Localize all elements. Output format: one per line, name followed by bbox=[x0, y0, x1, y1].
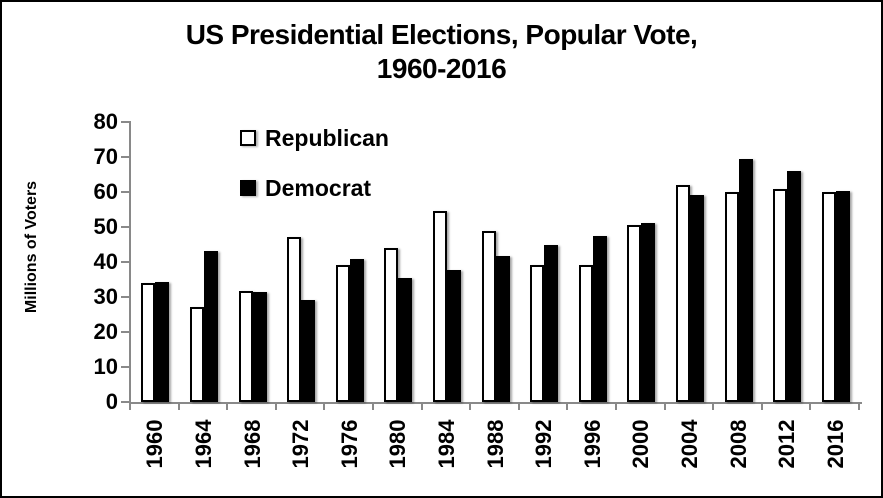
democrat-swatch-icon bbox=[240, 180, 256, 196]
x-tick-label: 2004 bbox=[676, 419, 702, 469]
bar-democrat-2008 bbox=[738, 159, 753, 402]
bar-republican-1988 bbox=[481, 231, 496, 402]
bar-republican-2004 bbox=[675, 185, 690, 402]
bar-democrat-1968 bbox=[252, 292, 267, 402]
legend-label-democrat: Democrat bbox=[265, 174, 372, 201]
x-tick-label: 1968 bbox=[239, 419, 265, 469]
y-axis-tick bbox=[121, 261, 129, 263]
y-axis-tick bbox=[121, 226, 129, 228]
bar-democrat-2012 bbox=[787, 171, 802, 402]
bar-democrat-1984 bbox=[446, 270, 461, 402]
bar-democrat-1988 bbox=[495, 256, 510, 402]
y-axis-title: Millions of Voters bbox=[23, 180, 40, 314]
bar-democrat-1980 bbox=[398, 278, 413, 402]
bar-republican-1976 bbox=[335, 265, 350, 402]
bar-democrat-1996 bbox=[592, 236, 607, 402]
y-tick-label: 20 bbox=[93, 319, 118, 344]
x-axis-tick bbox=[517, 402, 520, 410]
x-tick-label: 1960 bbox=[142, 419, 168, 469]
bar-democrat-1964 bbox=[203, 251, 218, 402]
chart-title: US Presidential Elections, Popular Vote,… bbox=[2, 18, 881, 86]
bar-republican-1968 bbox=[238, 291, 253, 402]
bar-republican-2016 bbox=[821, 192, 836, 402]
x-axis-tick bbox=[469, 402, 472, 410]
y-axis-line bbox=[129, 121, 131, 404]
x-tick-label: 1964 bbox=[190, 419, 216, 469]
bar-democrat-1972 bbox=[301, 300, 316, 402]
y-axis-tick bbox=[121, 401, 129, 403]
x-tick-label: 1984 bbox=[433, 419, 459, 469]
bar-republican-2012 bbox=[773, 189, 788, 402]
republican-swatch-icon bbox=[240, 130, 256, 146]
legend-item-democrat: Democrat bbox=[240, 175, 371, 201]
y-tick-label: 60 bbox=[93, 179, 118, 204]
x-tick-label: 1992 bbox=[531, 419, 557, 469]
bar-republican-2000 bbox=[627, 225, 642, 402]
x-axis-tick bbox=[226, 402, 229, 410]
y-axis-tick bbox=[121, 296, 129, 298]
bar-republican-1996 bbox=[578, 265, 593, 402]
y-axis-tick bbox=[121, 331, 129, 333]
x-axis-tick bbox=[566, 402, 569, 410]
x-axis-tick bbox=[858, 402, 860, 410]
y-axis-tick bbox=[121, 191, 129, 193]
bar-republican-1980 bbox=[384, 248, 399, 402]
y-tick-label: 50 bbox=[93, 214, 118, 239]
x-tick-label: 2000 bbox=[628, 419, 654, 469]
x-axis-line bbox=[129, 402, 862, 404]
x-tick-label: 1980 bbox=[385, 419, 411, 469]
x-axis-tick bbox=[323, 402, 326, 410]
x-axis-tick bbox=[372, 402, 374, 410]
legend-item-republican: Republican bbox=[240, 125, 389, 151]
y-tick-label: 40 bbox=[93, 249, 118, 274]
y-tick-label: 80 bbox=[93, 109, 118, 134]
x-axis-tick bbox=[760, 402, 763, 410]
x-axis-tick bbox=[809, 402, 812, 410]
x-axis-tick bbox=[420, 402, 423, 410]
bar-republican-1984 bbox=[432, 211, 447, 402]
bar-democrat-2000 bbox=[641, 223, 656, 402]
x-axis-tick bbox=[712, 402, 715, 410]
legend-label-republican: Republican bbox=[265, 124, 389, 151]
bar-democrat-1960 bbox=[155, 282, 170, 402]
y-tick-label: 30 bbox=[93, 284, 118, 309]
bar-democrat-1976 bbox=[349, 259, 364, 402]
y-axis-tick bbox=[121, 156, 129, 158]
x-tick-label: 2012 bbox=[774, 419, 800, 469]
bar-republican-1992 bbox=[530, 265, 545, 402]
chart-title-line2: 1960-2016 bbox=[376, 53, 507, 84]
bar-republican-2008 bbox=[724, 192, 739, 402]
bar-republican-1960 bbox=[141, 283, 156, 402]
y-tick-label: 10 bbox=[93, 354, 118, 379]
bar-democrat-2016 bbox=[835, 191, 850, 402]
y-tick-label: 0 bbox=[105, 389, 118, 414]
bar-republican-1964 bbox=[189, 307, 204, 402]
y-axis-tick bbox=[121, 366, 129, 368]
x-axis-tick bbox=[663, 402, 666, 410]
x-tick-label: 1988 bbox=[482, 419, 508, 469]
x-tick-label: 1996 bbox=[579, 419, 605, 469]
x-axis-tick bbox=[129, 402, 131, 410]
bar-democrat-2004 bbox=[689, 195, 704, 402]
x-tick-label: 1976 bbox=[336, 419, 362, 469]
y-axis-tick bbox=[121, 121, 129, 123]
bar-republican-1972 bbox=[287, 237, 302, 402]
y-tick-label: 70 bbox=[93, 144, 118, 169]
x-axis-tick bbox=[274, 402, 277, 410]
x-axis-tick bbox=[177, 402, 180, 410]
x-axis-tick bbox=[615, 402, 617, 410]
x-tick-label: 2016 bbox=[822, 419, 848, 469]
chart-title-line1: US Presidential Elections, Popular Vote, bbox=[185, 19, 698, 50]
x-tick-label: 2008 bbox=[725, 419, 751, 469]
x-tick-label: 1972 bbox=[288, 419, 314, 469]
bar-democrat-1992 bbox=[544, 245, 559, 402]
